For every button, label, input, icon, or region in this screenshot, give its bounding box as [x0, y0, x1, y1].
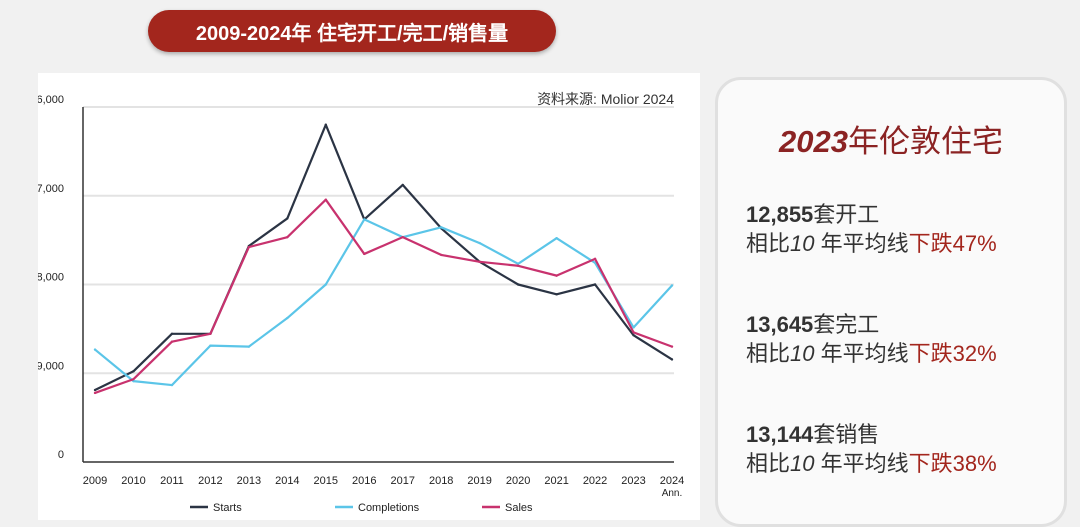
legend-label: Sales [505, 502, 533, 514]
data-point [286, 235, 289, 239]
x-tick-label: 2017 [390, 475, 414, 487]
x-tick-label: 2016 [352, 475, 376, 487]
x-tick-label: 2015 [314, 475, 338, 487]
data-point [632, 334, 635, 337]
legend-label: Starts [213, 502, 242, 514]
x-tick-sublabel: Ann. [662, 488, 683, 499]
source-note: 资料来源: Molior 2024 [537, 91, 674, 107]
y-tick-label: 9,000 [38, 360, 64, 372]
data-point [286, 217, 289, 220]
chart-title: 2009-2024年 住宅开工/完工/销售量 [148, 10, 556, 52]
data-point [478, 241, 481, 245]
x-tick-label: 2020 [506, 475, 530, 487]
x-tick-label: 2019 [467, 475, 491, 487]
data-point [324, 123, 327, 126]
data-point [440, 226, 443, 229]
x-tick-label: 2024 [660, 475, 684, 487]
data-point [93, 348, 97, 351]
data-point [516, 264, 520, 267]
data-point [209, 332, 212, 336]
data-point [93, 388, 97, 392]
data-point [555, 293, 558, 296]
y-tick-label: 36,000 [38, 94, 64, 106]
x-tick-label: 2010 [121, 475, 145, 487]
x-tick-label: 2022 [583, 475, 607, 487]
data-point [247, 345, 251, 348]
stat-starts: 12,855套开工 相比10 年平均线下跌47% [746, 202, 997, 256]
data-point [170, 340, 174, 343]
x-tick-label: 2018 [429, 475, 453, 487]
data-point [632, 326, 635, 329]
data-point [401, 183, 404, 187]
data-point [670, 358, 674, 361]
data-point [440, 253, 443, 257]
data-point [363, 252, 366, 256]
data-point [170, 332, 174, 336]
legend-label: Completions [358, 502, 420, 514]
data-point [670, 345, 674, 348]
data-point [593, 257, 597, 261]
data-point [324, 283, 327, 286]
data-point [478, 260, 481, 264]
data-point [209, 344, 212, 347]
data-point [670, 284, 674, 287]
data-point [555, 236, 558, 240]
data-point [516, 283, 520, 286]
summary-card: 2023年伦敦住宅 12,855套开工 相比10 年平均线下跌47% 13,64… [715, 77, 1067, 527]
stat-sales: 13,144套销售 相比10 年平均线下跌38% [746, 422, 997, 476]
data-point [593, 283, 597, 286]
x-tick-label: 2009 [83, 475, 107, 487]
x-tick-label: 2021 [544, 475, 568, 487]
data-point [363, 218, 366, 221]
line-chart: 0 9,000 18,000 27,000 36,000 2009 2010 2011 2012… [38, 94, 684, 514]
y-tick-label: 18,000 [38, 272, 64, 284]
data-point [132, 377, 135, 381]
y-tick-label: 27,000 [38, 183, 64, 195]
series-line-starts [94, 123, 673, 392]
data-point [132, 370, 135, 373]
data-point [516, 262, 520, 265]
data-point [170, 383, 174, 387]
y-tick-label: 0 [58, 449, 64, 461]
series-line-sales [94, 198, 673, 395]
x-tick-label: 2013 [237, 475, 261, 487]
x-tick-label: 2011 [160, 475, 184, 487]
data-point [324, 198, 327, 201]
series-line-completions [94, 218, 673, 387]
data-point [555, 274, 558, 277]
x-tick-label: 2023 [621, 475, 645, 487]
summary-title: 2023年伦敦住宅 [779, 124, 1003, 159]
data-point [247, 245, 251, 249]
x-tick-label: 2014 [275, 475, 299, 487]
chart-panel: 0 9,000 18,000 27,000 36,000 2009 2010 2011 2012… [38, 73, 700, 520]
data-point [632, 331, 635, 334]
data-point [286, 316, 289, 320]
data-point [93, 391, 97, 395]
stat-completions: 13,645套完工 相比10 年平均线下跌32% [746, 312, 997, 366]
data-point [401, 235, 404, 239]
x-tick-label: 2012 [198, 475, 222, 487]
